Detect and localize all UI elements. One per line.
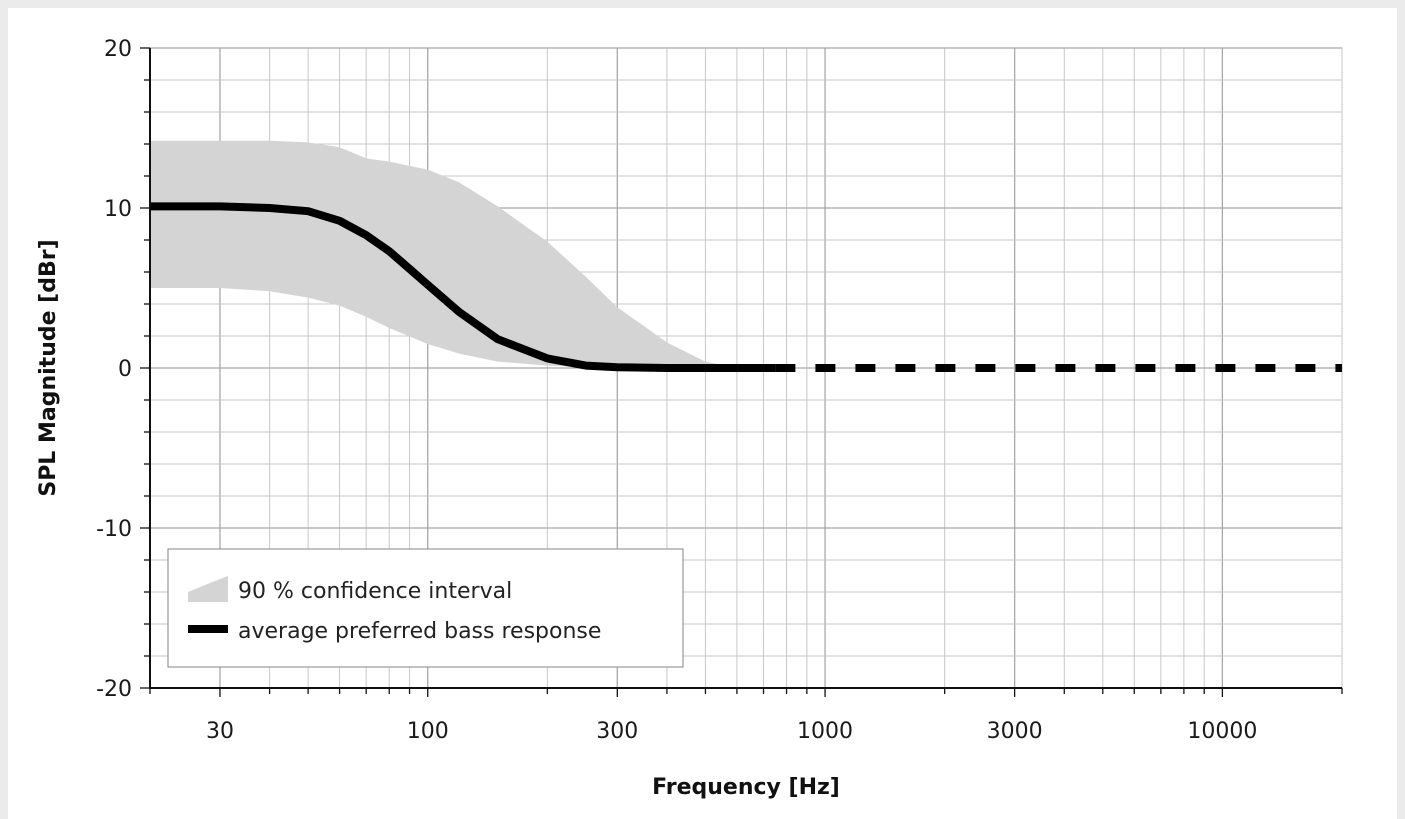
- legend-label-average-response: average preferred bass response: [238, 619, 601, 644]
- x-tick-label: 3000: [987, 719, 1043, 744]
- y-tick-label: 20: [104, 37, 132, 62]
- legend-box: [167, 548, 684, 668]
- x-tick-label: 300: [596, 719, 638, 744]
- legend-label-confidence-interval: 90 % confidence interval: [238, 579, 512, 604]
- legend: 90 % confidence interval average preferr…: [167, 548, 684, 668]
- y-tick-label: -20: [96, 677, 132, 702]
- confidence-band-layer: [150, 140, 737, 368]
- x-tick-label: 1000: [797, 719, 853, 744]
- y-tick-label: 10: [104, 197, 132, 222]
- x-tick-label: 30: [206, 719, 234, 744]
- y-tick-label: 0: [118, 357, 132, 382]
- x-tick-label: 100: [407, 719, 449, 744]
- series-layer: [150, 202, 1342, 372]
- series-line-solid: [150, 202, 776, 372]
- y-axis-title: SPL Magnitude [dBr]: [36, 239, 61, 496]
- x-axis-title: Frequency [Hz]: [652, 775, 840, 800]
- axes: [140, 47, 1343, 697]
- x-tick-label: 10000: [1187, 719, 1257, 744]
- confidence-interval-band: [150, 140, 737, 368]
- y-tick-label: -10: [96, 517, 132, 542]
- legend-band-swatch: [188, 576, 228, 602]
